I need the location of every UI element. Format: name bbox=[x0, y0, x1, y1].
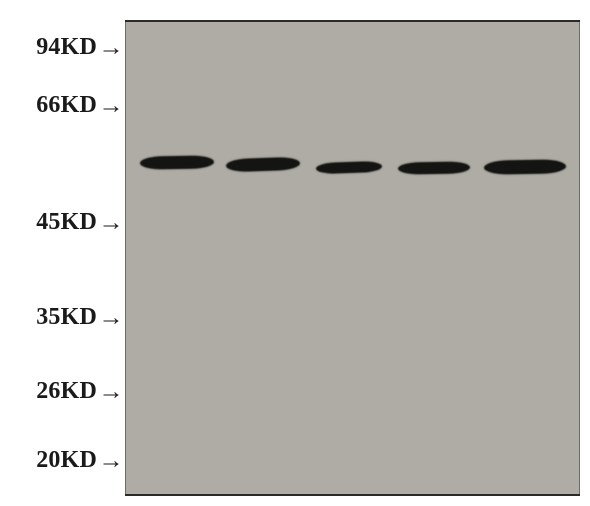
marker-label-text: 66KD bbox=[36, 92, 97, 119]
band-lane-1 bbox=[140, 155, 214, 169]
marker-label-text: 94KD bbox=[36, 34, 97, 61]
arrow-right-icon: → bbox=[98, 36, 123, 60]
marker-35kd: 35KD→ bbox=[0, 304, 123, 331]
arrow-right-icon: → bbox=[98, 211, 123, 235]
blot-membrane bbox=[125, 20, 580, 496]
marker-66kd: 66KD→ bbox=[0, 92, 123, 119]
band-lane-5 bbox=[484, 159, 566, 174]
marker-label-text: 20KD bbox=[36, 447, 97, 474]
marker-label-text: 26KD bbox=[36, 378, 97, 405]
arrow-right-icon: → bbox=[98, 380, 123, 404]
frame-line-1 bbox=[125, 494, 580, 496]
arrow-right-icon: → bbox=[98, 306, 123, 330]
marker-26kd: 26KD→ bbox=[0, 378, 123, 405]
marker-label-text: 45KD bbox=[36, 209, 97, 236]
marker-label-text: 35KD bbox=[36, 304, 97, 331]
arrow-right-icon: → bbox=[98, 449, 123, 473]
band-lane-4 bbox=[398, 161, 470, 174]
frame-line-0 bbox=[125, 20, 580, 22]
marker-45kd: 45KD→ bbox=[0, 209, 123, 236]
marker-94kd: 94KD→ bbox=[0, 34, 123, 61]
arrow-right-icon: → bbox=[98, 94, 123, 118]
marker-20kd: 20KD→ bbox=[0, 447, 123, 474]
western-blot-figure: 94KD→66KD→45KD→35KD→26KD→20KD→ bbox=[0, 0, 590, 506]
